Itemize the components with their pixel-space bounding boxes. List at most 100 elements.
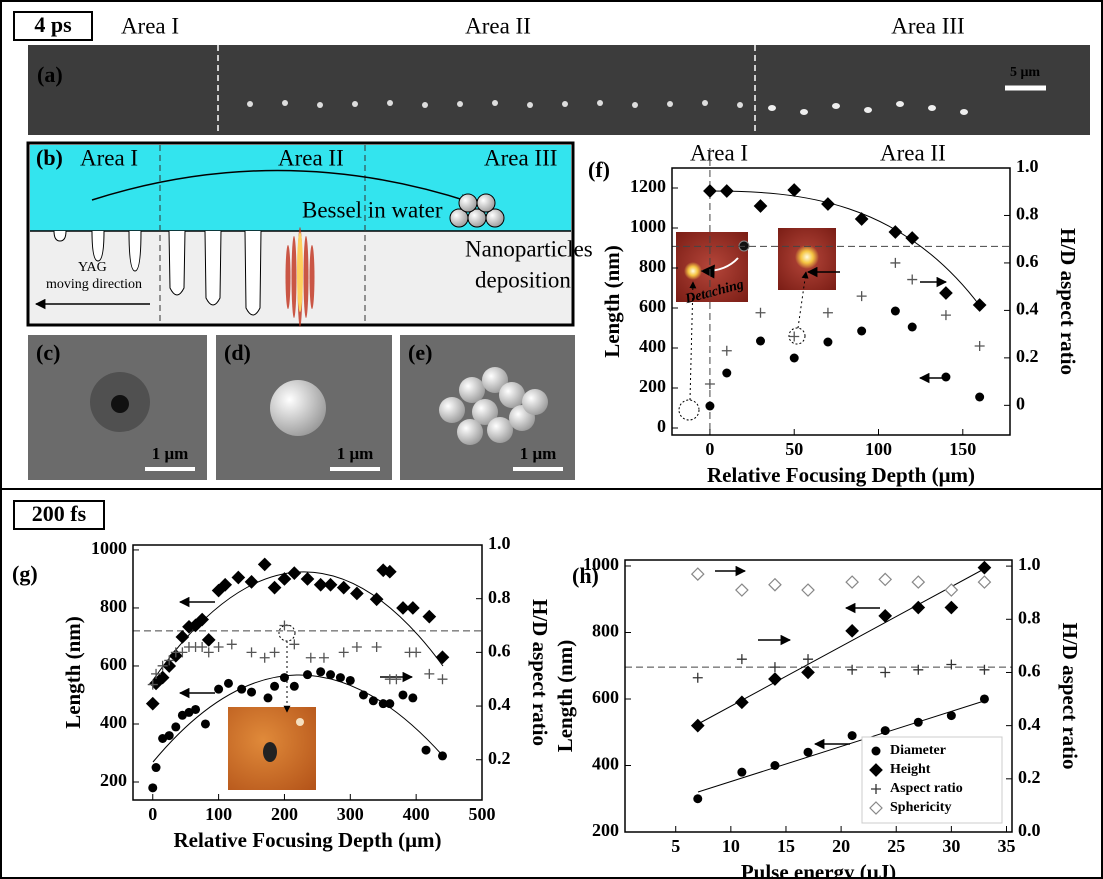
data-point <box>289 639 299 649</box>
y2-tick-label: 0.4 <box>1016 299 1039 319</box>
area-label: Area II <box>465 13 531 38</box>
inset-hole <box>263 742 277 762</box>
y-tick-label: 600 <box>639 296 666 316</box>
data-point <box>692 568 704 580</box>
data-point <box>879 573 891 585</box>
pointer-circle <box>679 400 699 420</box>
panel-label: (b) <box>36 145 63 170</box>
hole <box>111 395 129 413</box>
data-point <box>770 662 780 672</box>
data-point <box>326 670 335 679</box>
particle <box>270 380 326 436</box>
data-point <box>437 674 447 684</box>
x-tick-label: 15 <box>777 836 795 856</box>
data-point <box>704 185 716 197</box>
data-point <box>352 642 362 652</box>
y2-tick-label: 0.4 <box>488 694 511 714</box>
legend-label: Diameter <box>890 743 946 758</box>
inset-particle <box>296 718 304 726</box>
data-point <box>912 602 924 614</box>
y-tick-label: 1200 <box>630 176 666 196</box>
data-point <box>280 673 289 682</box>
data-point <box>880 667 890 677</box>
x-tick-label: 10 <box>722 836 740 856</box>
y-tick-label: 400 <box>592 754 619 774</box>
y-tick-label: 0 <box>657 416 666 436</box>
particle <box>459 377 485 403</box>
scale-label: 1 μm <box>152 444 189 463</box>
data-point <box>247 647 257 657</box>
data-point <box>269 582 281 594</box>
data-point <box>424 669 434 679</box>
inset-particle <box>795 245 819 269</box>
data-point <box>359 690 368 699</box>
legend-label: Sphericity <box>890 800 951 815</box>
data-point <box>804 748 813 757</box>
data-point <box>975 393 984 402</box>
data-point <box>351 587 363 599</box>
panel-label: (g) <box>12 561 38 586</box>
data-point <box>913 665 923 675</box>
y2-axis-title: H/D aspect ratio <box>1058 623 1082 770</box>
data-point <box>407 602 419 614</box>
data-point <box>246 576 258 588</box>
y2-tick-label: 0.2 <box>488 748 511 768</box>
particle <box>352 101 358 107</box>
x-tick-label: 30 <box>942 836 960 856</box>
data-point <box>369 696 378 705</box>
particle <box>864 107 872 113</box>
data-point <box>705 402 714 411</box>
data-point <box>891 307 900 316</box>
data-point <box>908 323 917 332</box>
data-point <box>227 639 237 649</box>
data-point <box>822 198 834 210</box>
particle <box>527 102 533 108</box>
data-point <box>941 373 950 382</box>
particle <box>457 419 483 445</box>
area-label: Area I <box>121 13 179 38</box>
x-tick-label: 50 <box>785 439 803 459</box>
y2-tick-label: 0.6 <box>1016 251 1039 271</box>
data-point <box>890 258 900 268</box>
data-point <box>270 647 280 657</box>
y-tick-label: 600 <box>100 654 127 674</box>
y-axis-title: Length (nm) <box>553 640 577 753</box>
direction-label: moving direction <box>46 277 142 292</box>
data-point <box>802 584 814 596</box>
x-axis-title: Pulse energy (μJ) <box>741 860 896 879</box>
data-point <box>338 582 350 594</box>
data-point <box>201 719 210 728</box>
data-point <box>979 665 989 675</box>
channel <box>169 231 185 295</box>
x-tick-label: 20 <box>832 836 850 856</box>
nanoparticle <box>477 194 495 212</box>
particle <box>499 382 525 408</box>
y-tick-label: 200 <box>592 820 619 840</box>
data-point <box>722 369 731 378</box>
data-point <box>736 584 748 596</box>
x-tick-label: 150 <box>949 439 976 459</box>
data-point <box>176 631 188 643</box>
y2-axis-title: H/D aspect ratio <box>1056 228 1080 375</box>
data-point <box>214 685 223 694</box>
data-point <box>147 698 159 710</box>
data-point <box>705 379 715 389</box>
x-tick-label: 35 <box>997 836 1015 856</box>
data-point <box>436 651 448 663</box>
data-point <box>152 763 161 772</box>
data-point <box>398 690 407 699</box>
data-point <box>906 232 918 244</box>
data-point <box>722 346 732 356</box>
particle <box>960 109 968 115</box>
data-point <box>302 573 314 585</box>
area-label: Area II <box>278 145 344 170</box>
particle <box>457 101 463 107</box>
particle <box>562 101 568 107</box>
particle <box>928 105 936 111</box>
scale-label: 1 μm <box>520 444 557 463</box>
panel-label: (c) <box>36 340 60 365</box>
data-point <box>770 761 779 770</box>
particle <box>597 100 603 106</box>
data-point <box>848 731 857 740</box>
particle <box>317 102 323 108</box>
